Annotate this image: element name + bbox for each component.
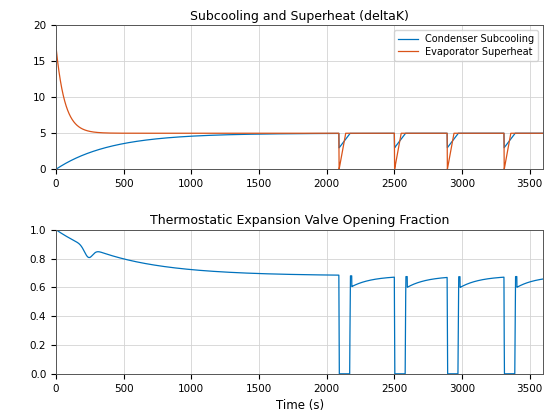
X-axis label: Time (s): Time (s) [276, 399, 324, 412]
Evaporator Superheat [414, 131, 421, 136]
Title: Subcooling and Superheat (deltaK): Subcooling and Superheat (deltaK) [190, 10, 409, 23]
Evaporator Superheat [346, 131, 353, 136]
Condenser Subcooling [53, 167, 59, 172]
Line: Condenser Subcooling: Condenser Subcooling [56, 133, 543, 169]
Line: Evaporator Superheat: Evaporator Superheat [56, 47, 543, 169]
Legend: Condenser Subcooling, Evaporator Superheat: Condenser Subcooling, Evaporator Superhe… [394, 30, 538, 61]
Condenser Subcooling [170, 135, 176, 140]
Condenser Subcooling [346, 131, 353, 136]
Title: Thermostatic Expansion Valve Opening Fraction: Thermostatic Expansion Valve Opening Fra… [150, 214, 449, 227]
Evaporator Superheat [317, 131, 324, 136]
Condenser Subcooling [317, 131, 324, 136]
Evaporator Superheat [540, 131, 547, 136]
Condenser Subcooling [540, 131, 547, 136]
Evaporator Superheat [170, 131, 176, 136]
Evaporator Superheat [336, 167, 343, 172]
Condenser Subcooling [239, 132, 246, 137]
Evaporator Superheat [53, 44, 59, 49]
Condenser Subcooling [414, 131, 421, 136]
Condenser Subcooling [86, 150, 92, 155]
Evaporator Superheat [86, 129, 92, 134]
Evaporator Superheat [239, 131, 246, 136]
